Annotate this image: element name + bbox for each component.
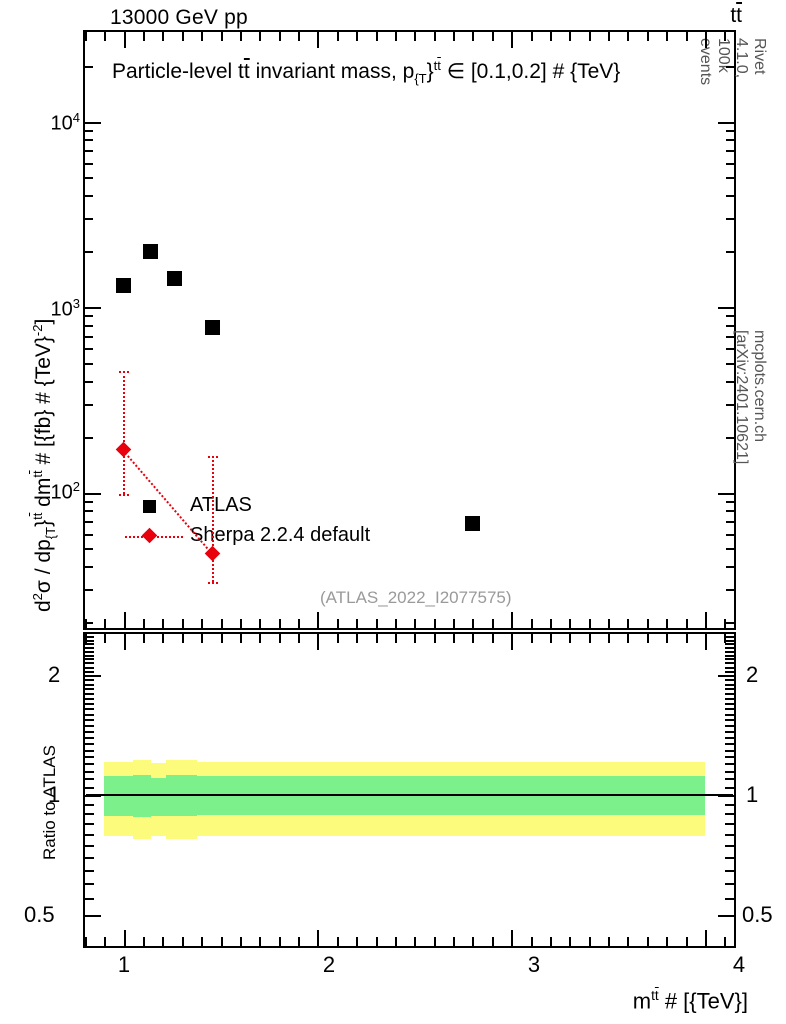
ratio-band-inner	[104, 776, 134, 817]
analysis-id-watermark: (ATLAS_2022_I2077575)	[320, 588, 512, 607]
data-point-atlas	[166, 271, 182, 287]
data-point-atlas	[143, 243, 159, 259]
legend-label-sherpa: Sherpa 2.2.4 default	[190, 524, 371, 546]
ratio-tick-label-1-left: 1	[48, 782, 61, 807]
ratio-tick-label-2-left: 2	[48, 662, 61, 687]
main-plot-panel	[83, 30, 736, 630]
ratio-tick-label-1-right: 1	[746, 782, 759, 807]
x-tick-label-3: 3	[527, 952, 541, 977]
error-bar-cap	[118, 371, 129, 374]
x-tick-label-1: 1	[117, 952, 131, 977]
error-bar-cap	[207, 581, 218, 584]
error-bar-sherpa	[211, 456, 214, 582]
x-tick-label-4: 4	[732, 952, 746, 977]
error-bar-cap	[207, 456, 218, 459]
y-tick-label-1e3: 103	[50, 296, 80, 321]
black-square-icon	[143, 500, 156, 513]
legend-label-atlas: ATLAS	[190, 494, 252, 516]
x-axis-title: mtt # [{TeV}]	[632, 988, 748, 1014]
error-bar-cap	[118, 494, 129, 497]
ratio-band-inner	[150, 777, 167, 817]
plot-title: Particle-level tt invariant mass, p{T}tt…	[112, 58, 621, 87]
ratio-tick-label-05-left: 0.5	[24, 902, 55, 927]
ratio-reference-line	[86, 794, 733, 796]
ratio-tick-label-05-right: 0.5	[742, 902, 773, 927]
ratio-tick-label-2-right: 2	[746, 662, 759, 687]
x-tick-label-2: 2	[322, 952, 336, 977]
data-point-atlas	[116, 278, 132, 294]
error-bar-sherpa	[122, 371, 125, 495]
ratio-band-inner	[133, 775, 151, 818]
data-point-atlas	[205, 319, 221, 335]
process-label: tt	[730, 4, 742, 27]
y-tick-label-1e2: 102	[50, 479, 80, 504]
data-point-atlas	[464, 516, 480, 532]
beam-energy-label: 13000 GeV pp	[110, 6, 248, 29]
y-tick-label-1e4: 104	[50, 110, 80, 135]
sherpa-line	[122, 449, 213, 555]
